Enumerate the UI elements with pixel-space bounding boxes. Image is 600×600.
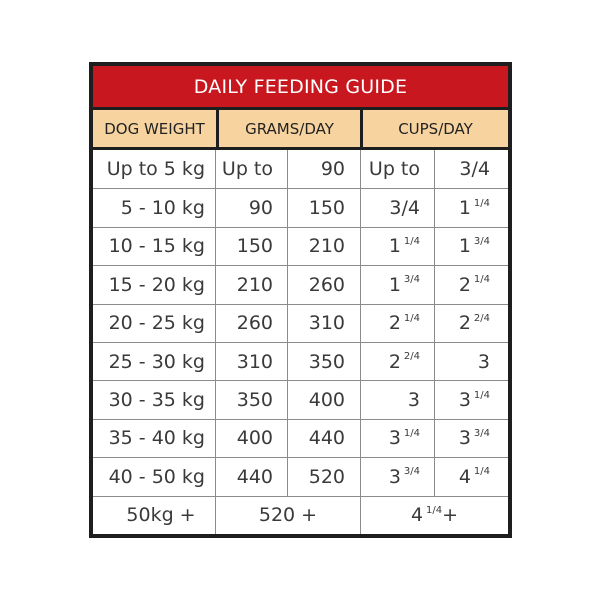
grams-max-cell: 260: [288, 266, 361, 304]
grams-max-cell: 350: [288, 343, 361, 381]
dog-weight-cell: 10 - 15 kg: [93, 227, 216, 266]
feeding-guide-title: DAILY FEEDING GUIDE: [93, 66, 508, 107]
table-row: 15 - 20 kg 210 260 1 3/4 2 1/4: [93, 265, 508, 304]
cup-whole: 3: [407, 389, 420, 412]
cup-whole: 3: [458, 389, 471, 412]
cup-fraction: 1/4: [403, 235, 420, 247]
grams-min-cell: 310: [216, 343, 288, 381]
cup-whole: 1: [458, 235, 471, 258]
cups-max-cell: 3: [435, 343, 508, 380]
grams-max-cell: 150: [288, 189, 361, 227]
table-row: 40 - 50 kg 440 520 3 3/4 4 1/4: [93, 457, 508, 496]
grams-cell: 520 +: [216, 496, 361, 534]
cup-whole: 2: [388, 350, 401, 373]
table-row: Up to 5 kg Up to 90 Up to 3/4: [93, 150, 508, 189]
cup-fraction: 3/4: [473, 235, 490, 247]
cup-whole: 4: [458, 465, 471, 488]
dog-weight-cell: 20 - 25 kg: [93, 304, 216, 342]
cup-whole: 4: [410, 504, 424, 527]
table-row: 5 - 10 kg 90 150 3/4 1 1/4: [93, 188, 508, 227]
cup-whole: 3/4: [389, 197, 420, 220]
header-cups-per-day: CUPS/DAY: [363, 110, 508, 147]
grams-max-cell: 520: [288, 458, 361, 496]
cup-whole: 2: [458, 312, 471, 335]
grams-max-cell: 310: [288, 304, 361, 342]
header-row: DOG WEIGHT GRAMS/DAY CUPS/DAY: [93, 110, 508, 147]
table-row: 10 - 15 kg 150 210 1 1/4 1 3/4: [93, 226, 508, 266]
grams-min-cell: 210: [216, 266, 288, 304]
cups-max-cell: 4 1/4: [435, 458, 508, 495]
cup-whole: 1: [388, 273, 401, 296]
grams-min-cell: 260: [216, 304, 288, 342]
cups-max-cell: 1 1/4: [435, 189, 508, 226]
feeding-table: Up to 5 kg Up to 90 Up to 3/4 5 - 10 kg 90 150 3…: [93, 150, 508, 534]
cups-min-cell: 2 1/4: [361, 304, 435, 342]
dog-weight-cell: Up to 5 kg: [93, 150, 216, 189]
cup-fraction: 1/4: [403, 312, 420, 324]
cups-min-cell: 2 2/4: [361, 343, 435, 381]
table-row: 20 - 25 kg 260 310 2 1/4 2 2/4: [93, 303, 508, 342]
header-grams-per-day: GRAMS/DAY: [219, 110, 360, 147]
dog-weight-cell: 40 - 50 kg: [93, 458, 216, 496]
cup-whole: 3: [477, 350, 490, 373]
cups-min-cell: 1 3/4: [361, 266, 435, 304]
grams-max-cell: 210: [288, 227, 361, 266]
grams-min-cell: Up to: [216, 150, 288, 189]
header-dog-weight: DOG WEIGHT: [93, 110, 216, 147]
grams-min-cell: 350: [216, 381, 288, 419]
grams-min-cell: 400: [216, 419, 288, 458]
table-row: 25 - 30 kg 310 350 2 2/4 3: [93, 342, 508, 381]
cup-whole: 1: [388, 235, 401, 258]
cup-fraction: 3/4: [403, 274, 420, 286]
cup-fraction: 1/4: [426, 504, 443, 516]
cup-fraction: 2/4: [473, 312, 490, 324]
dog-weight-cell: 15 - 20 kg: [93, 266, 216, 304]
dog-weight-cell: 25 - 30 kg: [93, 343, 216, 381]
cups-max-cell: 3 1/4: [435, 381, 508, 418]
cups-min-cell: Up to: [361, 150, 435, 189]
cups-min-cell: 3 1/4: [361, 419, 435, 458]
cups-max-cell: 3/4: [435, 150, 508, 188]
table-row: 30 - 35 kg 350 400 3 3 1/4: [93, 380, 508, 419]
cups-max-cell: 1 3/4: [435, 228, 508, 265]
cup-fraction: 3/4: [403, 466, 420, 478]
cup-fraction: 1/4: [473, 274, 490, 286]
dog-weight-cell: 35 - 40 kg: [93, 419, 216, 458]
cups-max-cell: 2 2/4: [435, 305, 508, 342]
cups-cell: 4 1/4 +: [361, 497, 508, 534]
cups-min-cell: 1 1/4: [361, 227, 435, 266]
cup-whole: 3: [388, 427, 401, 450]
grams-min-cell: 150: [216, 227, 288, 266]
cup-whole: 3: [388, 465, 401, 488]
cup-fraction: 1/4: [473, 197, 490, 209]
grams-max-cell: 400: [288, 381, 361, 419]
cup-fraction: 1/4: [403, 427, 420, 439]
cup-whole: 3: [458, 427, 471, 450]
cup-whole: 2: [388, 312, 401, 335]
dog-weight-cell: 5 - 10 kg: [93, 189, 216, 227]
table-row-last: 50kg +520 +4 1/4 +: [93, 495, 508, 534]
cup-whole: 1: [458, 197, 471, 220]
title-text: DAILY FEEDING GUIDE: [193, 75, 408, 98]
cups-min-cell: 3: [361, 381, 435, 419]
grams-min-cell: 440: [216, 458, 288, 496]
dog-weight-cell: 30 - 35 kg: [93, 381, 216, 419]
cup-whole: 2: [458, 273, 471, 296]
cups-min-cell: 3 3/4: [361, 458, 435, 496]
cup-fraction: 1/4: [473, 389, 490, 401]
cup-suffix: +: [442, 504, 459, 527]
cup-whole: Up to: [368, 158, 420, 181]
grams-min-cell: 90: [216, 189, 288, 227]
table-row: 35 - 40 kg 400 440 3 1/4 3 3/4: [93, 418, 508, 458]
cups-min-cell: 3/4: [361, 189, 435, 227]
cup-whole: 3/4: [459, 158, 490, 181]
grams-max-cell: 90: [288, 150, 361, 189]
cups-max-cell: 3 3/4: [435, 420, 508, 457]
cups-max-cell: 2 1/4: [435, 266, 508, 303]
cup-fraction: 3/4: [473, 427, 490, 439]
grams-max-cell: 440: [288, 419, 361, 458]
cup-fraction: 2/4: [403, 351, 420, 363]
dog-weight-cell: 50kg +: [93, 496, 216, 534]
cup-fraction: 1/4: [473, 466, 490, 478]
